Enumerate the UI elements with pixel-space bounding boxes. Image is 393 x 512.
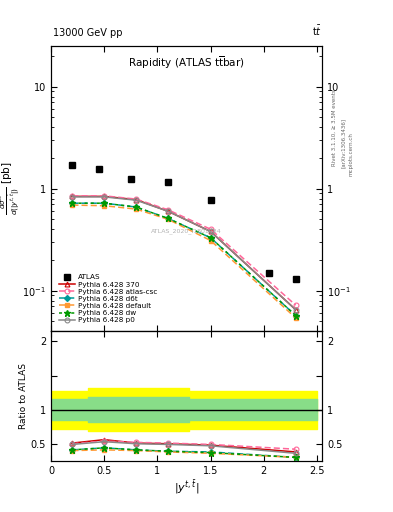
Text: t$\bar{t}$: t$\bar{t}$ xyxy=(312,25,322,38)
Pythia 6.428 p0 xyxy=(166,208,171,215)
Pythia 6.428 default xyxy=(166,216,171,222)
Text: Rapidity (ATLAS t$\overline{\rm t}$bar): Rapidity (ATLAS t$\overline{\rm t}$bar) xyxy=(129,55,245,71)
Pythia 6.428 dw xyxy=(134,204,138,210)
Pythia 6.428 default xyxy=(134,206,138,212)
Pythia 6.428 atlas-csc xyxy=(102,193,107,199)
Line: Pythia 6.428 p0: Pythia 6.428 p0 xyxy=(70,195,298,312)
Line: Pythia 6.428 dw: Pythia 6.428 dw xyxy=(69,200,299,318)
Pythia 6.428 p0 xyxy=(102,194,107,200)
Pythia 6.428 370 xyxy=(208,228,213,234)
X-axis label: $|y^{t,\bar{t}}|$: $|y^{t,\bar{t}}|$ xyxy=(174,478,199,496)
Pythia 6.428 d6t xyxy=(293,312,298,318)
Pythia 6.428 atlas-csc xyxy=(293,302,298,308)
Text: 13000 GeV pp: 13000 GeV pp xyxy=(53,28,123,38)
Pythia 6.428 370 xyxy=(102,194,107,200)
Text: Rivet 3.1.10, ≥ 3.5M events: Rivet 3.1.10, ≥ 3.5M events xyxy=(332,90,337,166)
ATLAS xyxy=(208,197,213,203)
ATLAS xyxy=(129,176,133,182)
ATLAS xyxy=(70,162,75,168)
Pythia 6.428 p0 xyxy=(134,197,138,203)
Pythia 6.428 default xyxy=(208,238,213,244)
Pythia 6.428 370 xyxy=(70,194,75,200)
Pythia 6.428 dw xyxy=(293,312,298,318)
Text: mcplots.cern.ch: mcplots.cern.ch xyxy=(349,132,354,176)
Pythia 6.428 atlas-csc xyxy=(134,196,138,202)
Y-axis label: $\frac{d\sigma^{t\bar{t}}}{d(|y^{t,\bar{t}}|)}$ [pb]: $\frac{d\sigma^{t\bar{t}}}{d(|y^{t,\bar{… xyxy=(0,162,21,216)
ATLAS xyxy=(293,276,298,282)
Pythia 6.428 atlas-csc xyxy=(166,207,171,213)
Line: Pythia 6.428 default: Pythia 6.428 default xyxy=(70,203,298,321)
Legend: ATLAS, Pythia 6.428 370, Pythia 6.428 atlas-csc, Pythia 6.428 d6t, Pythia 6.428 : ATLAS, Pythia 6.428 370, Pythia 6.428 at… xyxy=(57,272,159,326)
Pythia 6.428 dw xyxy=(208,234,213,241)
Pythia 6.428 p0 xyxy=(293,307,298,313)
Pythia 6.428 atlas-csc xyxy=(208,226,213,232)
Pythia 6.428 default xyxy=(293,315,298,321)
ATLAS xyxy=(267,270,272,276)
Pythia 6.428 d6t xyxy=(166,216,171,222)
Text: ATLAS_2020_I1801434: ATLAS_2020_I1801434 xyxy=(151,228,222,234)
Pythia 6.428 370 xyxy=(166,208,171,215)
ATLAS xyxy=(166,179,171,185)
Pythia 6.428 d6t xyxy=(134,204,138,210)
Pythia 6.428 atlas-csc xyxy=(70,193,75,199)
Pythia 6.428 default xyxy=(70,202,75,208)
Line: Pythia 6.428 370: Pythia 6.428 370 xyxy=(70,194,298,312)
Text: [arXiv:1306.3436]: [arXiv:1306.3436] xyxy=(341,118,346,168)
ATLAS xyxy=(97,166,101,173)
Pythia 6.428 dw xyxy=(102,200,107,206)
Pythia 6.428 d6t xyxy=(102,200,107,206)
Pythia 6.428 370 xyxy=(134,197,138,203)
Pythia 6.428 p0 xyxy=(208,228,213,234)
Line: ATLAS: ATLAS xyxy=(69,162,299,283)
Pythia 6.428 p0 xyxy=(70,194,75,200)
Pythia 6.428 d6t xyxy=(208,234,213,241)
Y-axis label: Ratio to ATLAS: Ratio to ATLAS xyxy=(19,363,28,429)
Pythia 6.428 default xyxy=(102,203,107,209)
Pythia 6.428 d6t xyxy=(70,200,75,206)
Line: Pythia 6.428 d6t: Pythia 6.428 d6t xyxy=(70,201,298,317)
Pythia 6.428 dw xyxy=(166,216,171,222)
Pythia 6.428 dw xyxy=(70,200,75,206)
Line: Pythia 6.428 atlas-csc: Pythia 6.428 atlas-csc xyxy=(70,194,298,308)
Pythia 6.428 370 xyxy=(293,307,298,313)
